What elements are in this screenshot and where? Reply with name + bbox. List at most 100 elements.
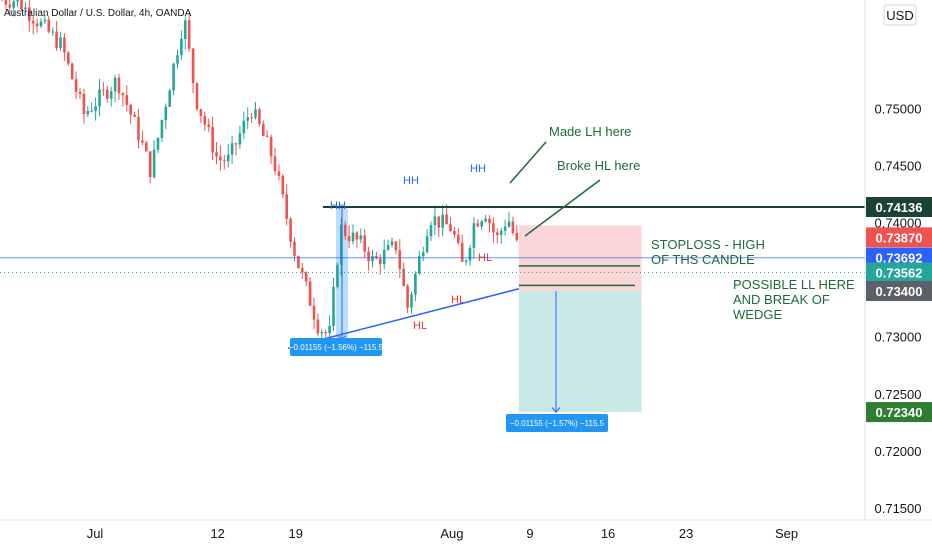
candle [4, 0, 8, 11]
candle [414, 271, 417, 302]
candle-body [258, 109, 261, 125]
candle-body [445, 214, 448, 225]
candle [156, 137, 160, 153]
candle-body [308, 281, 312, 306]
candle [254, 101, 257, 120]
candle-body [28, 7, 31, 21]
candle-body [203, 116, 207, 125]
candle-body [433, 216, 437, 226]
measure-label-left-bg [290, 338, 382, 356]
candle [375, 251, 378, 260]
candle-body [47, 19, 51, 32]
candle [441, 204, 444, 237]
measure-label-right-bg [506, 414, 608, 432]
candle-body [406, 285, 409, 308]
candle [390, 237, 394, 248]
candle-body [102, 89, 105, 91]
candle-body [74, 79, 78, 92]
price-level-tag: 0.73562 [866, 262, 932, 283]
candle-body [180, 39, 183, 56]
candle [367, 247, 370, 271]
candle-body [297, 255, 300, 268]
candle [515, 224, 519, 242]
candle-body [215, 152, 218, 157]
candle-body [70, 63, 74, 80]
candle-body [273, 156, 277, 172]
candle-body [425, 236, 429, 253]
measure-label-right: −0.01155 (−1.57%) −115.5 [506, 414, 608, 432]
candle-body [304, 272, 308, 282]
candle [168, 88, 171, 107]
candle [453, 226, 456, 239]
candle [472, 217, 476, 259]
candle [312, 297, 316, 330]
candle [31, 15, 35, 35]
measure-label-left: −0.01155 (−1.56%) −115.5 [289, 338, 384, 356]
candle-body [367, 251, 370, 262]
candle-body [269, 136, 273, 157]
candle-body [281, 175, 285, 195]
candle [70, 62, 74, 80]
candle [176, 49, 179, 69]
candle-body [106, 89, 109, 99]
candle-body [51, 31, 54, 33]
candle-body [20, 0, 23, 10]
candle-body [301, 267, 304, 273]
annotation-stoploss-line1: STOPLOSS - HIGH [651, 237, 765, 252]
time-tick-label: Jul [87, 526, 104, 541]
price-axis[interactable]: 0.750000.745000.740000.735000.730000.725… [875, 101, 922, 516]
candle-body [386, 244, 390, 250]
candle-body [484, 218, 487, 222]
lh-arrow [509, 141, 547, 184]
candle-body [172, 63, 175, 91]
candle-body [16, 0, 19, 2]
position-zones [336, 207, 642, 413]
candle [160, 119, 164, 143]
candle [125, 85, 129, 112]
candle [180, 30, 183, 61]
candle [35, 18, 39, 33]
time-axis[interactable]: Jul 12 19 Aug 9 16 23 Sep [87, 526, 798, 541]
take-profit-zone [518, 291, 642, 413]
candle-body [31, 20, 35, 24]
candle-body [359, 235, 363, 240]
candle [195, 82, 199, 112]
candle-body [379, 258, 382, 265]
candle [336, 262, 339, 289]
candle-body [457, 234, 460, 243]
price-level-tag-text: 0.73562 [876, 266, 923, 281]
candle [457, 227, 460, 245]
candle [394, 240, 398, 255]
currency-button[interactable]: USD [883, 4, 917, 26]
candle [480, 219, 483, 231]
annotation-hl-2: HL [451, 294, 465, 306]
candle [503, 219, 507, 236]
candle [203, 111, 207, 131]
candle [265, 129, 269, 138]
candle [67, 50, 70, 67]
candle [371, 249, 374, 268]
candle [78, 88, 82, 99]
candle-body [476, 223, 480, 227]
candle-body [410, 294, 413, 308]
candle [476, 219, 480, 228]
candle-body [468, 247, 472, 261]
candle-body [39, 21, 43, 27]
candle [0, 0, 4, 2]
candle [347, 225, 351, 249]
candlestick-series [0, 0, 519, 342]
candle [363, 229, 366, 258]
price-level-tag-text: 0.73870 [876, 230, 923, 245]
candle [16, 0, 19, 8]
candle [281, 173, 285, 199]
candle-body [382, 249, 386, 265]
candle [418, 250, 421, 275]
price-level-tag-bg [866, 227, 932, 248]
annotation-hl-3: HL [478, 252, 492, 264]
candle [113, 74, 117, 103]
candle [328, 315, 331, 338]
price-level-tag: 0.73400 [866, 281, 932, 302]
candle-body [340, 224, 343, 265]
candle-body [449, 224, 452, 231]
